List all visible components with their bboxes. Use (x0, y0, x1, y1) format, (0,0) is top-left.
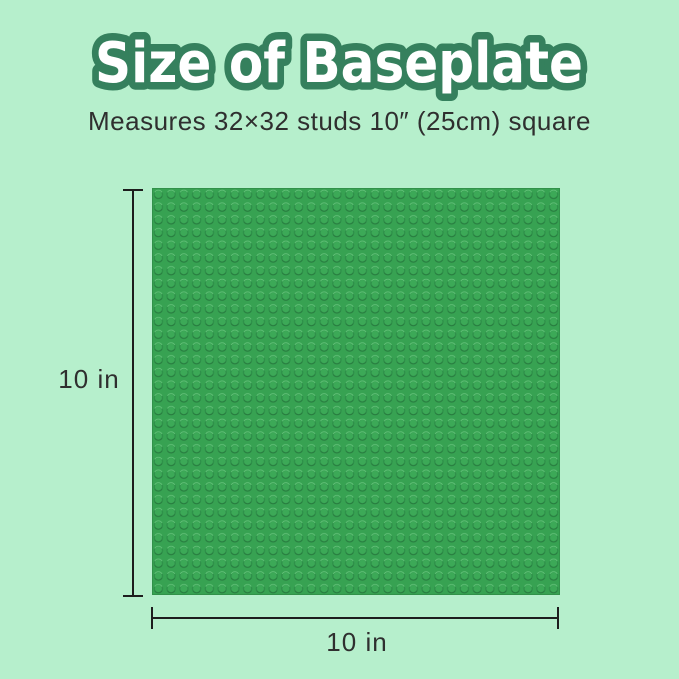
page-title-art: Size of Baseplate (88, 24, 591, 104)
page-title: Size of Baseplate (95, 31, 583, 96)
subtitle-text: Measures 32×32 studs 10″ (25cm) square (88, 106, 591, 136)
baseplate-studs (152, 188, 560, 595)
width-dimension-line (152, 617, 559, 619)
height-dimension-cap-top (123, 189, 143, 191)
width-dimension-cap-left (151, 607, 153, 629)
height-dimension-label: 10 in (58, 364, 120, 394)
height-dimension-line (132, 189, 134, 597)
width-dimension-cap-right (557, 607, 559, 629)
height-dimension-cap-bottom (123, 595, 143, 597)
width-dimension-label: 10 in (326, 627, 388, 657)
baseplate-image (152, 188, 560, 595)
baseplate-edge (152, 188, 560, 595)
